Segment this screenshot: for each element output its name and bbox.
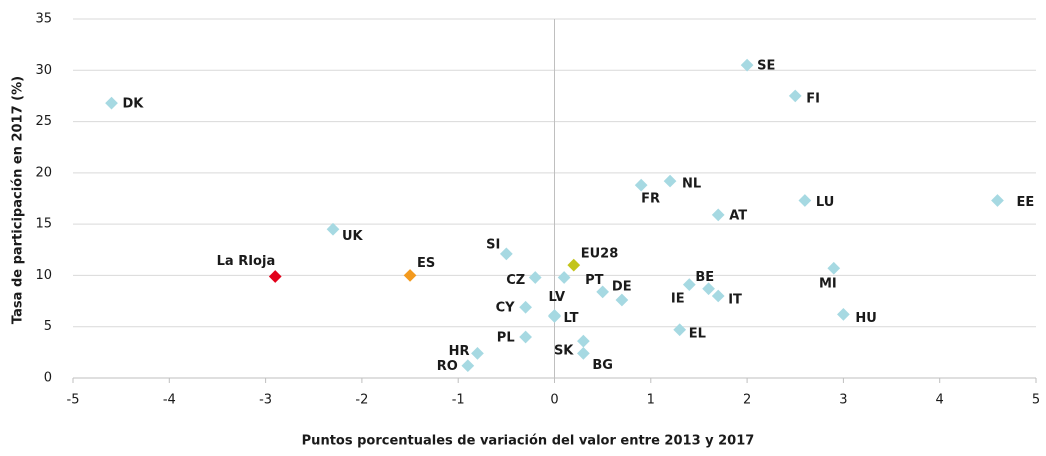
point [788, 89, 802, 103]
x-tick-label: 4 [936, 393, 944, 408]
point-label: UK [342, 229, 364, 244]
point-label: RO [437, 359, 458, 374]
point [991, 194, 1004, 207]
y-tick-label: 0 [44, 371, 52, 386]
y-tick-label: 20 [35, 165, 52, 180]
x-tick-label: 3 [839, 393, 847, 408]
point-label: La RIoja [217, 254, 276, 269]
x-tick-label: -4 [163, 393, 176, 408]
y-tick-label: 35 [35, 12, 52, 27]
point-label: SK [554, 344, 574, 359]
x-tick-label: -5 [67, 393, 80, 408]
point [615, 293, 629, 307]
point [682, 278, 696, 292]
point [663, 174, 677, 188]
point [711, 289, 725, 303]
point [798, 194, 812, 207]
point [577, 334, 590, 348]
y-axis-title: Tasa de participación en 2017 (%) [11, 76, 26, 324]
x-tick-label: -1 [452, 393, 465, 408]
point-label: NL [682, 177, 701, 192]
point-label: PT [585, 273, 604, 288]
x-tick-label: 2 [743, 393, 751, 408]
x-axis-title: Puntos porcentuales de variación del val… [302, 434, 755, 449]
point-label: HR [449, 344, 470, 359]
point-label: LT [564, 311, 579, 326]
point-label: SE [757, 59, 775, 74]
point [471, 347, 484, 360]
point [567, 258, 581, 272]
point [837, 308, 850, 321]
x-tick-label: 5 [1032, 393, 1040, 408]
point-label: FI [806, 91, 820, 106]
point [740, 58, 754, 72]
point-label: MI [819, 277, 837, 292]
point [673, 323, 687, 337]
y-tick-label: 15 [35, 217, 52, 232]
point-label: SI [486, 237, 500, 252]
point-label: AT [729, 208, 747, 223]
point-label: LV [549, 290, 566, 305]
point [403, 269, 417, 282]
y-tick-label: 10 [35, 268, 52, 283]
y-tick-label: 30 [35, 63, 52, 78]
point [519, 330, 532, 344]
point-label: FR [641, 192, 660, 207]
point-label: CZ [506, 273, 525, 288]
point [557, 271, 571, 284]
point [519, 300, 532, 314]
point-label: DE [612, 280, 632, 295]
point [326, 222, 340, 236]
point-label: EU28 [581, 247, 619, 262]
point-label: EL [689, 326, 706, 341]
point [711, 208, 725, 222]
point-label: PL [497, 330, 515, 345]
point-label: EE [1016, 195, 1034, 210]
point-label: HU [855, 311, 876, 326]
point [499, 247, 513, 261]
point [548, 310, 561, 323]
point [827, 261, 841, 275]
point-label: IE [671, 291, 685, 306]
x-tick-label: 0 [550, 393, 558, 408]
y-tick-label: 25 [35, 114, 52, 129]
point-label: BE [695, 270, 714, 285]
x-tick-label: -2 [355, 393, 368, 408]
point-label: LU [816, 195, 834, 210]
x-tick-label: 1 [647, 393, 655, 408]
point [268, 270, 282, 283]
point-label: DK [123, 97, 145, 112]
point [461, 359, 475, 373]
point-label: IT [728, 292, 742, 307]
point [634, 178, 648, 192]
point [577, 347, 590, 360]
point-label: BG [592, 358, 613, 373]
x-tick-label: -3 [259, 393, 272, 408]
point [105, 96, 118, 110]
y-tick-label: 5 [44, 319, 52, 334]
point-label: CY [496, 301, 516, 316]
point [528, 271, 542, 284]
point-label: ES [417, 256, 435, 271]
